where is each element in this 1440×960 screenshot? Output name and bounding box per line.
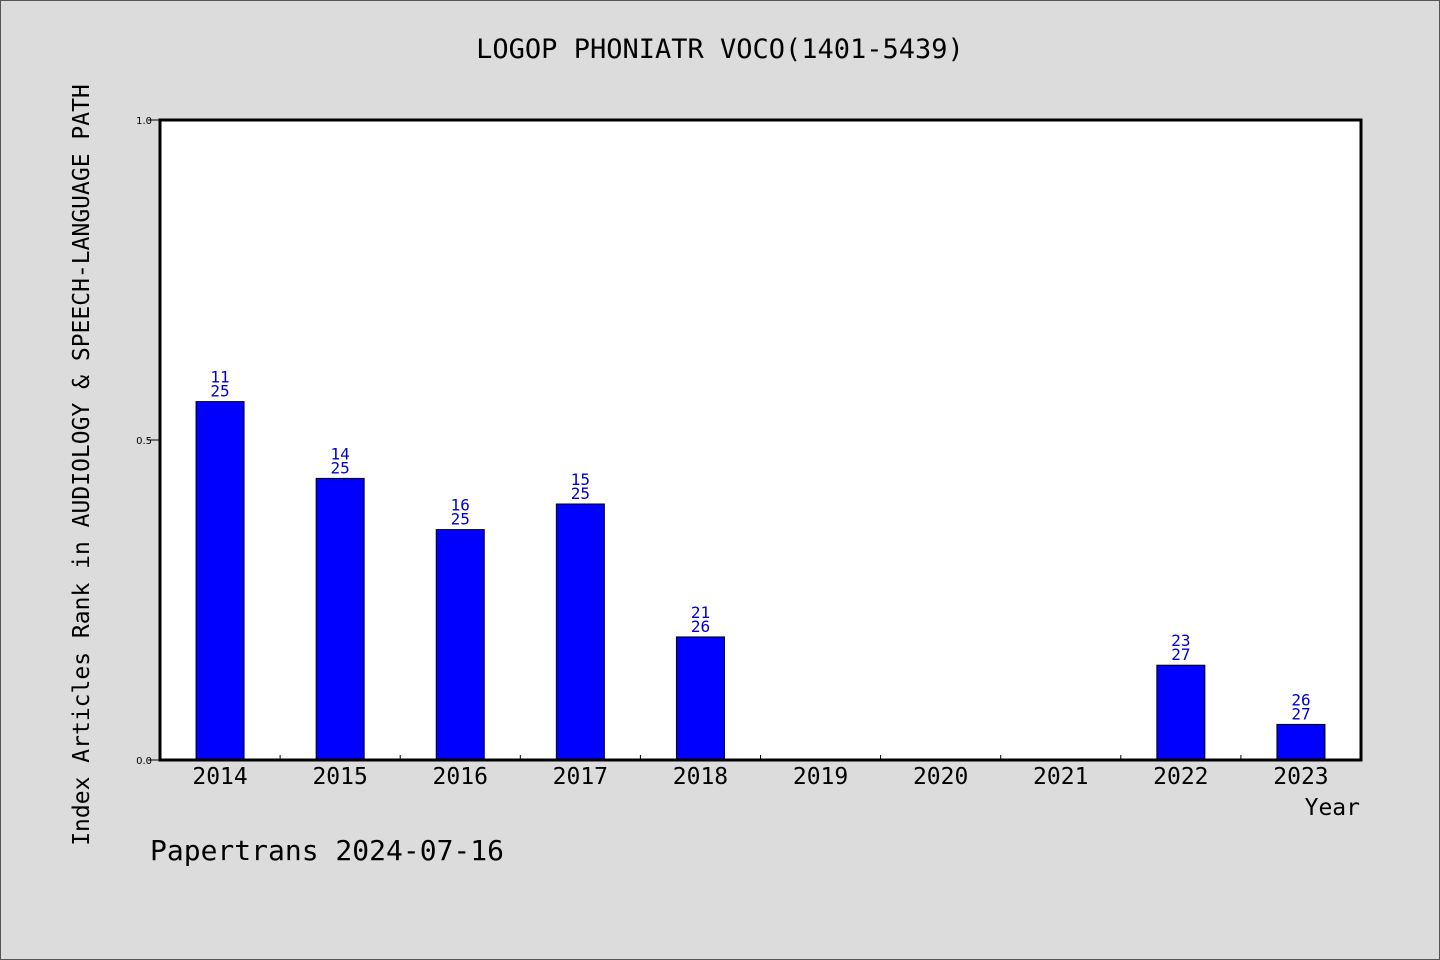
- x-tick-label: 2015: [312, 764, 367, 790]
- y-tick-label: 0.0: [136, 756, 152, 767]
- bar-rank-label: 26: [1291, 690, 1310, 709]
- bar-rank-label: 11: [210, 368, 229, 387]
- bar: [195, 401, 245, 761]
- x-axis-label: Year: [1304, 795, 1360, 821]
- bar: [675, 636, 725, 761]
- bar-rank-label: 14: [331, 444, 350, 463]
- bar-total-label: 25: [331, 458, 350, 477]
- bar: [1276, 723, 1326, 761]
- bar-rank-label: 21: [691, 603, 710, 622]
- plot-border: [158, 118, 1363, 762]
- bar: [435, 529, 485, 761]
- x-tick-label: 2023: [1273, 764, 1328, 790]
- x-tick-label: 2019: [793, 764, 848, 790]
- x-tick-label: 2017: [553, 764, 608, 790]
- y-tick-label: 0.5: [136, 436, 152, 447]
- x-tick-label: 2014: [192, 764, 247, 790]
- bar-rank-label: 23: [1171, 631, 1190, 650]
- x-tick-label: 2020: [913, 764, 968, 790]
- bar-total-label: 25: [210, 382, 229, 401]
- x-tick-label: 2022: [1153, 764, 1208, 790]
- bar-total-label: 25: [451, 510, 470, 529]
- bar-total-label: 26: [691, 617, 710, 636]
- x-tick-label: 2016: [433, 764, 488, 790]
- chart-title: LOGOP PHONIATR VOCO(1401-5439): [476, 34, 964, 65]
- footer-credit: Papertrans 2024-07-16: [150, 834, 505, 867]
- bar-total-label: 27: [1171, 645, 1190, 664]
- x-tick-label: 2018: [673, 764, 728, 790]
- bar-rank-label: 15: [571, 470, 590, 489]
- bar: [555, 503, 605, 761]
- bar: [315, 477, 365, 761]
- bar: [1156, 664, 1206, 761]
- x-tick-label: 2021: [1033, 764, 1088, 790]
- bar-rank-label: 16: [451, 496, 470, 515]
- bar-total-label: 25: [571, 484, 590, 503]
- y-tick-label: 1.0: [136, 116, 152, 127]
- bar-total-label: 27: [1291, 704, 1310, 723]
